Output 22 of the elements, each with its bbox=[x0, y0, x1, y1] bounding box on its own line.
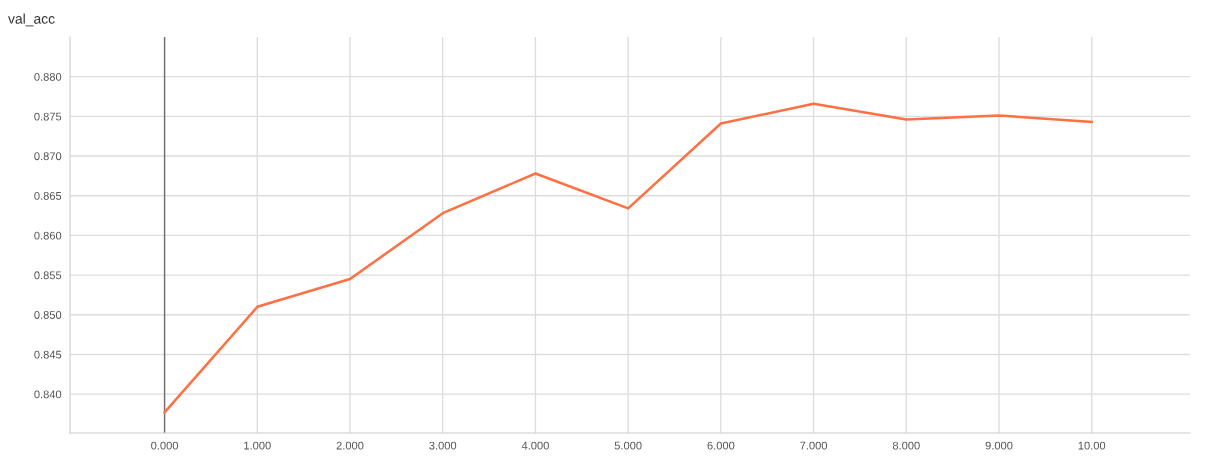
y-tick-label: 0.870 bbox=[34, 152, 62, 161]
y-tick-label: 0.855 bbox=[34, 271, 62, 280]
y-tick-label: 0.865 bbox=[34, 191, 62, 200]
y-tick-label: 0.845 bbox=[34, 350, 62, 359]
x-tick-label: 6.000 bbox=[707, 441, 735, 450]
x-tick-label: 3.000 bbox=[429, 441, 457, 450]
x-tick-label: 5.000 bbox=[614, 441, 642, 450]
x-tick-label: 9.000 bbox=[985, 441, 1013, 450]
x-tick-label: 1.000 bbox=[244, 441, 271, 450]
x-tick-label: 2.000 bbox=[336, 441, 364, 450]
x-tick-label: 7.000 bbox=[800, 441, 828, 450]
chart-title: val_acc bbox=[8, 13, 55, 27]
x-tick-label: 10.00 bbox=[1078, 441, 1106, 450]
line-series bbox=[163, 102, 1093, 414]
y-tick-label: 0.850 bbox=[34, 311, 62, 319]
y-tick-label: 0.860 bbox=[34, 231, 62, 240]
x-tick-label: 0.000 bbox=[151, 441, 179, 450]
x-tick-label: 4.000 bbox=[521, 441, 549, 450]
y-tick-label: 0.880 bbox=[34, 72, 62, 81]
y-tick-label: 0.875 bbox=[34, 112, 62, 121]
y-tick-label: 0.840 bbox=[34, 390, 62, 399]
x-tick-label: 8.000 bbox=[892, 441, 920, 450]
